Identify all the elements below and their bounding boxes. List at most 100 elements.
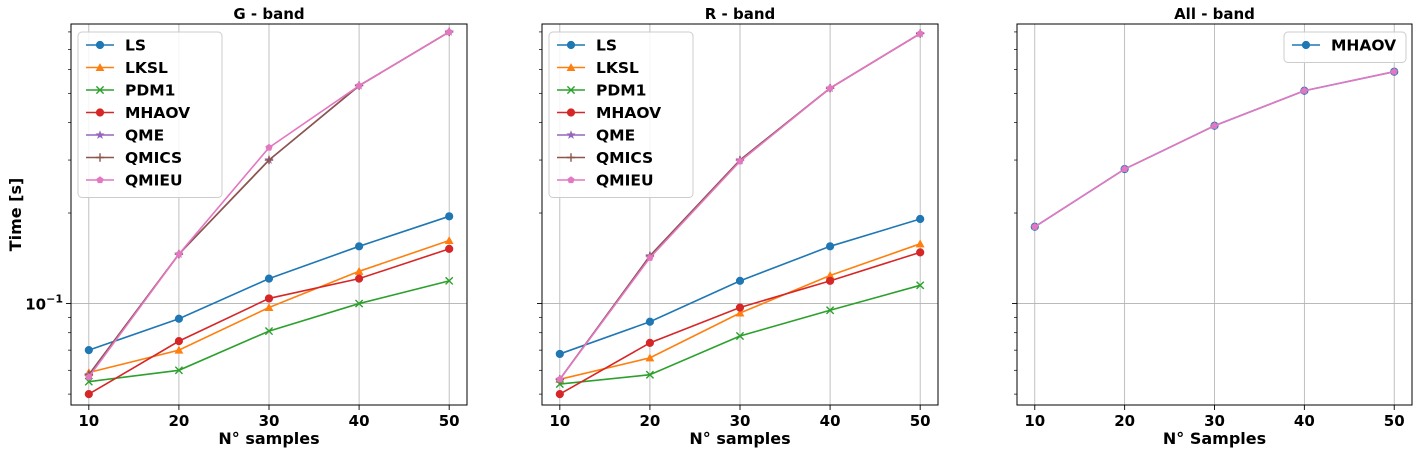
legend-entry-qmics: QMICS bbox=[557, 149, 653, 167]
data-point bbox=[354, 242, 364, 251]
chart-title: All - band bbox=[1174, 5, 1255, 23]
legend-marker bbox=[95, 85, 105, 95]
data-point bbox=[825, 276, 835, 285]
legend-label: PDM1 bbox=[596, 82, 646, 100]
x-tick-label: 20 bbox=[639, 412, 660, 430]
data-point bbox=[555, 390, 564, 399]
legend-marker bbox=[566, 40, 576, 50]
data-point bbox=[174, 345, 184, 354]
data-point bbox=[826, 84, 834, 92]
data-point bbox=[354, 266, 364, 275]
x-tick-label: 10 bbox=[549, 412, 570, 430]
series-qmieu bbox=[556, 29, 924, 383]
x-tick-label: 40 bbox=[349, 412, 370, 430]
data-point bbox=[445, 212, 454, 221]
data-point bbox=[84, 390, 93, 399]
chart-panel-1: 10 20 30 40 50 10−1 G - band N° samples Time [s]… bbox=[6, 5, 468, 448]
legend-entry-mhaov: MHAOV bbox=[86, 104, 190, 122]
data-point bbox=[735, 308, 745, 317]
x-axis-label: N° samples bbox=[689, 429, 790, 448]
x-axis-label: N° Samples bbox=[1163, 429, 1266, 448]
legend: MHAOV bbox=[1283, 31, 1407, 63]
data-point bbox=[645, 338, 655, 347]
data-point bbox=[444, 236, 454, 245]
legend-marker bbox=[95, 63, 105, 72]
data-point bbox=[264, 155, 274, 165]
legend-entry-ls: LS bbox=[86, 37, 146, 55]
data-point bbox=[735, 331, 745, 341]
series-pdm1 bbox=[84, 276, 454, 386]
data-point bbox=[174, 337, 184, 346]
data-point bbox=[555, 349, 564, 359]
legend-label: LS bbox=[125, 37, 146, 55]
legend-marker bbox=[95, 40, 105, 50]
data-point bbox=[1300, 86, 1308, 94]
legend-marker bbox=[96, 176, 104, 184]
data-point bbox=[1390, 67, 1398, 75]
chart-panel-2: 10 20 30 40 50 R - band N° samples LS LKSL PDM1 MH… bbox=[537, 5, 939, 448]
series-mhaov bbox=[84, 244, 454, 399]
data-point bbox=[84, 346, 93, 355]
legend-label: MHAOV bbox=[125, 104, 190, 122]
data-point bbox=[645, 370, 655, 379]
series-qmieu bbox=[85, 28, 453, 381]
legend-label: QME bbox=[125, 127, 164, 145]
data-point bbox=[264, 326, 274, 336]
chart-title: G - band bbox=[233, 5, 304, 23]
legend-marker bbox=[566, 130, 576, 139]
series-mhaov bbox=[555, 248, 925, 399]
legend-label: QMIEU bbox=[125, 172, 183, 190]
legend-entry-mhaov: MHAOV bbox=[557, 104, 661, 122]
series-pdm1 bbox=[555, 281, 925, 389]
series-unnamed-1 bbox=[1031, 67, 1398, 230]
data-point bbox=[825, 306, 835, 315]
x-tick-label: 30 bbox=[1204, 412, 1225, 430]
data-point bbox=[825, 271, 835, 279]
x-tick-label: 40 bbox=[1294, 412, 1315, 430]
data-point bbox=[265, 143, 273, 151]
x-tick-label: 20 bbox=[168, 412, 189, 430]
x-tick-label: 30 bbox=[259, 412, 280, 430]
plot-frame bbox=[70, 23, 468, 406]
plot-frame bbox=[1016, 23, 1413, 406]
data-point bbox=[916, 248, 925, 257]
legend-entry-qmics: QMICS bbox=[86, 149, 182, 167]
data-point bbox=[825, 242, 835, 251]
legend-entry-qmieu: QMIEU bbox=[557, 172, 654, 190]
x-tick-label: 10 bbox=[1024, 412, 1045, 430]
legend-box bbox=[1283, 31, 1407, 63]
legend-entry-ls: LS bbox=[557, 37, 617, 55]
data-point bbox=[645, 353, 655, 362]
data-point bbox=[354, 299, 364, 308]
legend-marker bbox=[566, 108, 576, 117]
data-point bbox=[915, 239, 925, 248]
legend-label: LKSL bbox=[125, 59, 168, 77]
legend-marker bbox=[95, 108, 105, 117]
x-tick-label: 50 bbox=[1384, 412, 1405, 430]
chart-title: R - band bbox=[705, 5, 776, 23]
legend-box bbox=[548, 31, 694, 198]
legend-marker bbox=[95, 130, 105, 139]
x-tick-label: 30 bbox=[730, 412, 751, 430]
legend-label: LKSL bbox=[596, 59, 639, 77]
legend-entry-qme: QME bbox=[557, 127, 635, 145]
legend-label: QMICS bbox=[596, 149, 653, 167]
legend-label: PDM1 bbox=[125, 82, 175, 100]
legend-label: MHAOV bbox=[596, 104, 661, 122]
data-point bbox=[264, 303, 274, 312]
legend-marker bbox=[566, 63, 576, 72]
data-point bbox=[85, 373, 93, 381]
legend-entry-qme: QME bbox=[86, 127, 164, 145]
y-tick-label: 10−1 bbox=[25, 293, 63, 314]
data-point bbox=[735, 276, 745, 285]
y-axis-label: Time [s] bbox=[6, 178, 25, 252]
data-point bbox=[916, 29, 924, 37]
legend-label: QMICS bbox=[125, 149, 182, 167]
data-point bbox=[645, 317, 655, 326]
data-point bbox=[916, 214, 925, 224]
legend-marker bbox=[566, 85, 576, 95]
data-point bbox=[355, 81, 363, 89]
data-point bbox=[174, 366, 184, 375]
legend-entry-pdm1: PDM1 bbox=[86, 82, 175, 100]
